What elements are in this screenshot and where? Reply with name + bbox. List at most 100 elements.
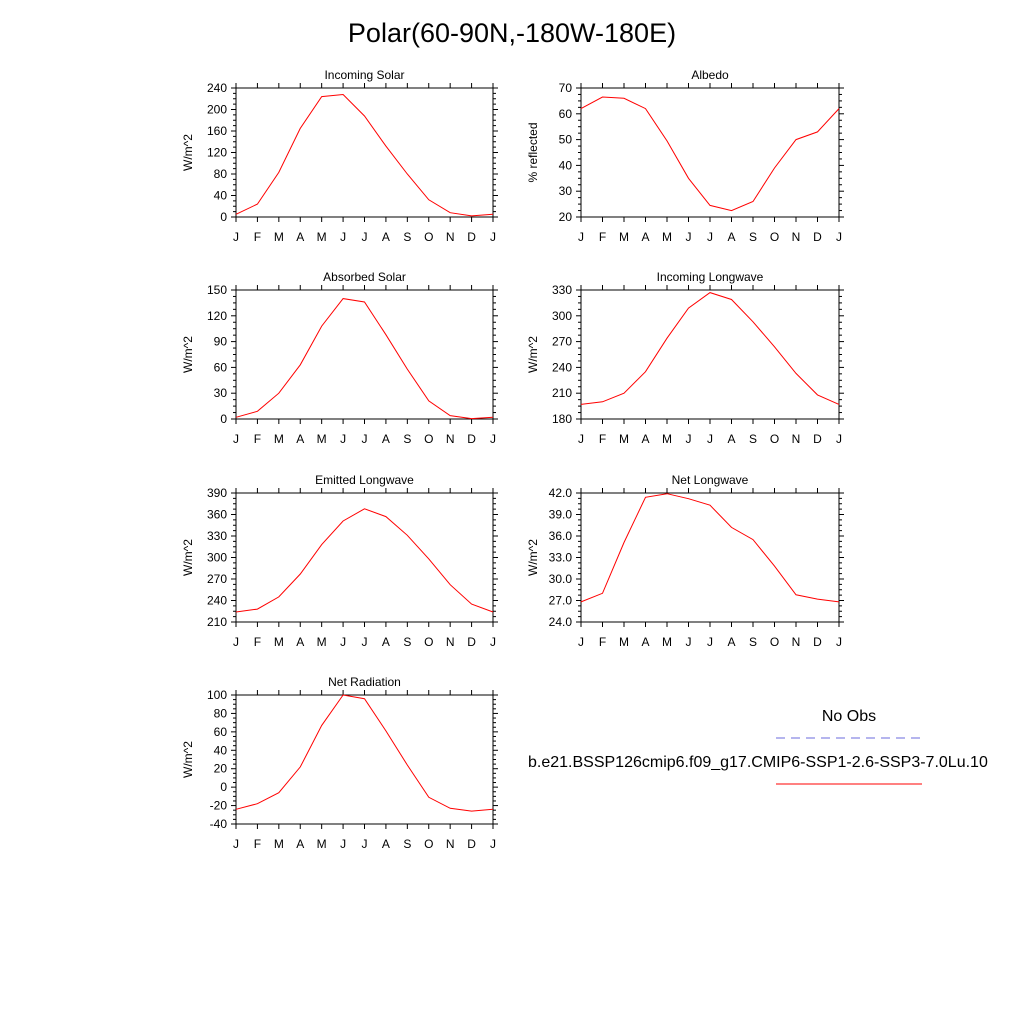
y-tick-label: 20 <box>214 762 228 776</box>
x-tick-label: S <box>749 230 757 244</box>
x-tick-label: A <box>296 635 304 649</box>
x-tick-label: O <box>770 432 779 446</box>
y-tick-label: 330 <box>207 529 227 543</box>
x-tick-label: F <box>254 837 261 851</box>
x-tick-label: M <box>619 635 629 649</box>
x-tick-label: M <box>662 432 672 446</box>
plot-frame <box>235 87 494 218</box>
page-title: Polar(60-90N,-180W-180E) <box>347 18 677 48</box>
x-tick-label: O <box>424 635 433 649</box>
x-tick-label: O <box>424 230 433 244</box>
x-tick-label: A <box>296 837 304 851</box>
y-tick-label: 210 <box>207 615 227 629</box>
y-tick-label: 27.0 <box>549 594 573 608</box>
x-tick-label: J <box>490 230 496 244</box>
x-tick-label: A <box>296 230 304 244</box>
x-tick-label: F <box>599 432 606 446</box>
plot-frame <box>235 492 494 623</box>
x-tick-label: M <box>274 635 284 649</box>
panel-title: Albedo <box>691 68 729 82</box>
y-tick-label: 210 <box>552 386 572 400</box>
x-tick-label: J <box>686 230 692 244</box>
y-tick-label: 80 <box>214 706 228 720</box>
legend: No Obs b.e21.BSSP126cmip6.f09_g17.CMIP6-S… <box>528 708 988 785</box>
x-tick-label: A <box>641 230 649 244</box>
x-tick-label: J <box>233 635 239 649</box>
x-tick-label: O <box>770 635 779 649</box>
panel-title: Net Longwave <box>672 473 749 487</box>
x-tick-label: J <box>340 837 346 851</box>
x-tick-label: A <box>382 230 390 244</box>
x-tick-label: M <box>662 230 672 244</box>
series-line <box>580 292 840 405</box>
y-tick-label: 40 <box>214 189 228 203</box>
x-tick-label: D <box>467 837 476 851</box>
x-tick-label: J <box>362 230 368 244</box>
x-tick-label: A <box>727 432 735 446</box>
x-tick-label: J <box>578 230 584 244</box>
series-line <box>235 508 494 613</box>
panel-title: Absorbed Solar <box>323 270 406 284</box>
x-tick-label: N <box>792 635 801 649</box>
series-line <box>235 694 494 812</box>
series-line <box>235 298 494 420</box>
x-tick-label: A <box>382 837 390 851</box>
x-tick-label: S <box>749 635 757 649</box>
x-tick-label: J <box>490 432 496 446</box>
x-tick-label: S <box>749 432 757 446</box>
x-tick-label: J <box>362 837 368 851</box>
x-tick-label: M <box>662 635 672 649</box>
y-tick-label: 270 <box>207 572 227 586</box>
y-tick-label: 150 <box>207 283 227 297</box>
y-tick-label: 40 <box>559 158 573 172</box>
y-axis-label: W/m^2 <box>526 539 540 576</box>
y-tick-label: 30 <box>559 184 573 198</box>
panel-title: Net Radiation <box>328 675 401 689</box>
x-tick-label: F <box>254 230 261 244</box>
y-axis-label: % reflected <box>526 122 540 182</box>
x-tick-label: J <box>233 837 239 851</box>
x-tick-label: M <box>317 837 327 851</box>
x-tick-label: J <box>233 432 239 446</box>
x-tick-label: M <box>274 432 284 446</box>
plot-frame <box>580 289 840 420</box>
y-tick-label: 50 <box>559 133 573 147</box>
x-tick-label: M <box>619 432 629 446</box>
x-tick-label: J <box>490 837 496 851</box>
y-tick-label: 36.0 <box>549 529 573 543</box>
x-tick-label: O <box>424 432 433 446</box>
x-tick-label: D <box>467 635 476 649</box>
y-tick-label: 0 <box>220 412 227 426</box>
y-tick-label: 33.0 <box>549 551 573 565</box>
x-tick-label: A <box>641 432 649 446</box>
y-tick-label: 270 <box>552 335 572 349</box>
x-tick-label: N <box>792 230 801 244</box>
y-tick-label: 330 <box>552 283 572 297</box>
x-tick-label: A <box>641 635 649 649</box>
x-tick-label: N <box>446 635 455 649</box>
y-axis-label: W/m^2 <box>181 539 195 576</box>
x-tick-label: J <box>362 432 368 446</box>
x-tick-label: A <box>727 230 735 244</box>
y-tick-label: 240 <box>552 360 572 374</box>
x-tick-label: J <box>836 432 842 446</box>
x-tick-label: M <box>619 230 629 244</box>
x-tick-label: N <box>446 230 455 244</box>
y-tick-label: 120 <box>207 309 227 323</box>
y-tick-label: 30.0 <box>549 572 573 586</box>
y-tick-label: 80 <box>214 167 228 181</box>
x-tick-label: J <box>340 230 346 244</box>
y-tick-label: 30 <box>214 386 228 400</box>
y-tick-label: 180 <box>552 412 572 426</box>
x-tick-label: F <box>254 432 261 446</box>
x-tick-label: M <box>274 837 284 851</box>
x-tick-label: A <box>727 635 735 649</box>
x-tick-label: D <box>467 230 476 244</box>
y-tick-label: 100 <box>207 688 227 702</box>
x-tick-label: A <box>382 635 390 649</box>
x-tick-label: J <box>490 635 496 649</box>
